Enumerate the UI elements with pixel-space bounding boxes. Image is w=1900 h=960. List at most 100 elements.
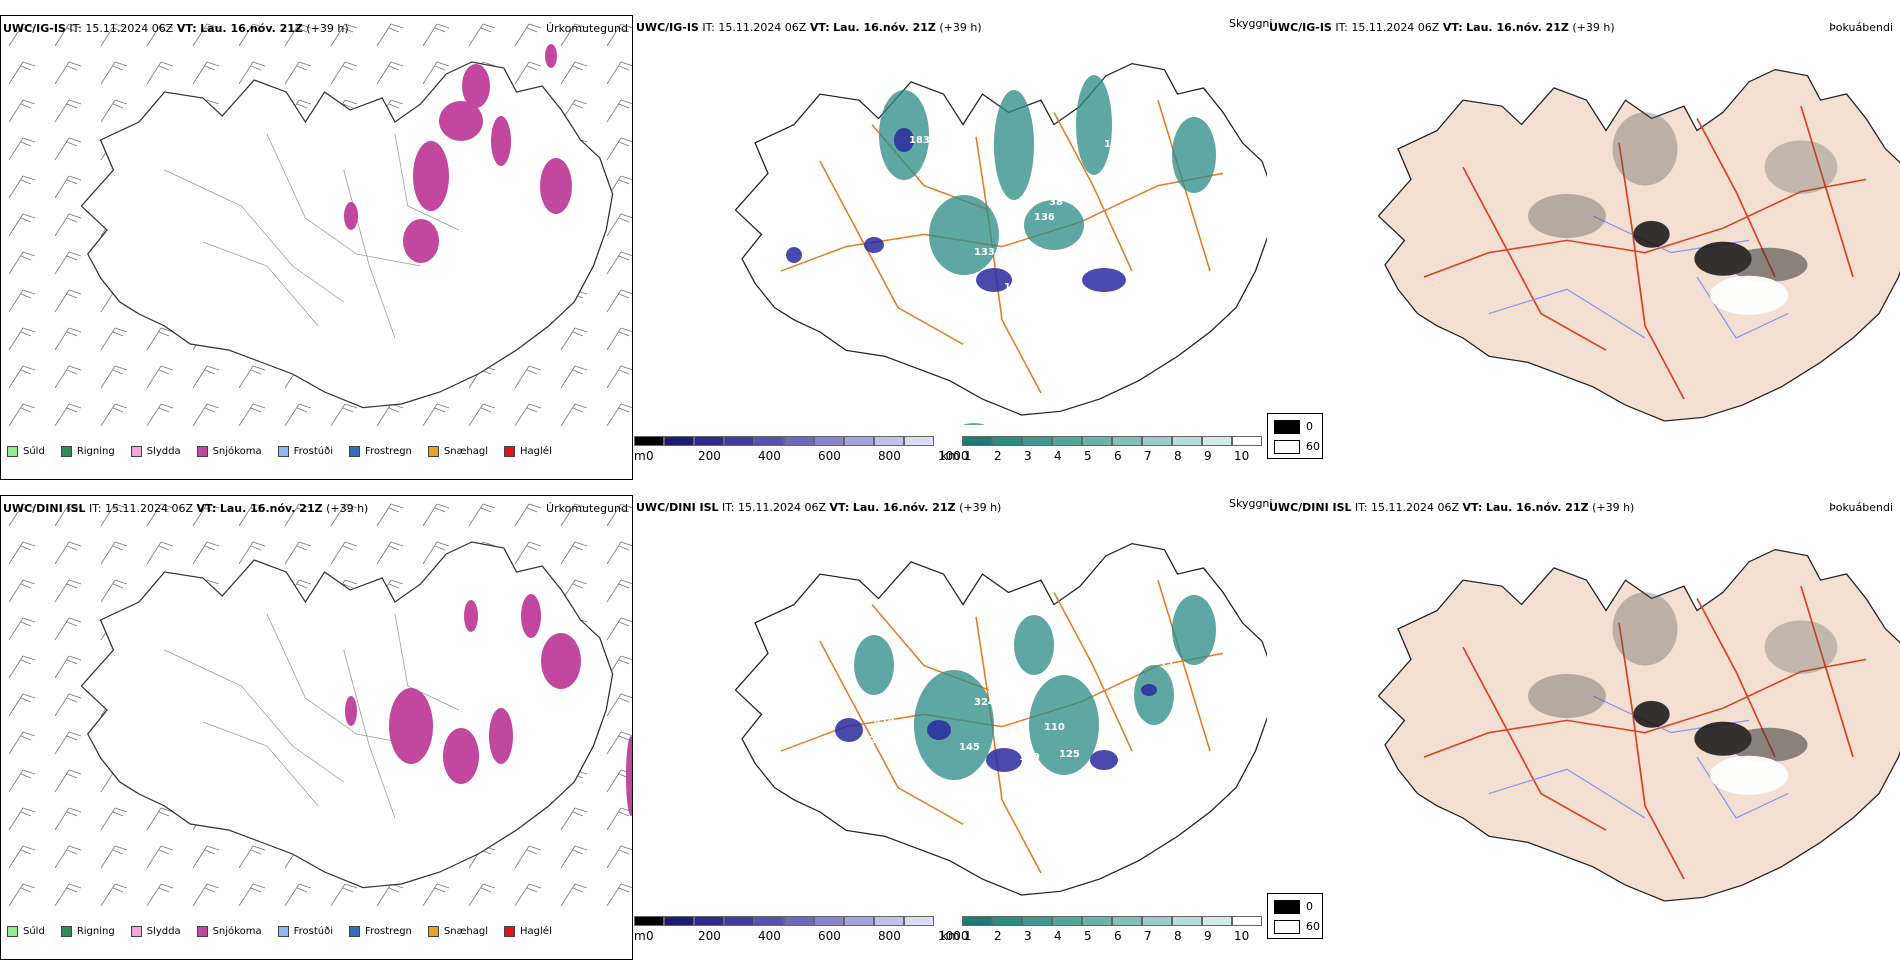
legend-label: Frostúði bbox=[293, 926, 333, 937]
legend-label: Súld bbox=[23, 926, 45, 937]
legend-label: Snæhagl bbox=[443, 926, 489, 937]
low-cloud-base-area bbox=[1082, 268, 1126, 292]
cloud-base-label: 192 bbox=[924, 167, 945, 178]
colorbar-tick: 800 bbox=[878, 929, 901, 943]
low-visibility-area bbox=[1172, 595, 1216, 665]
low-cloud-base-area bbox=[976, 268, 1012, 292]
cloud-base-label: 125 bbox=[1059, 749, 1080, 760]
colorbar-tick: 8 bbox=[1174, 449, 1182, 463]
colorbar-tick: 600 bbox=[818, 929, 841, 943]
fog-panel: UWC/IG-IS IT: 15.11.2024 06Z VT: Lau. 16… bbox=[1267, 15, 1900, 480]
colorbar-tick: 3 bbox=[1024, 929, 1032, 943]
colorbar-segment bbox=[664, 436, 694, 446]
colorbar-segment bbox=[992, 436, 1022, 446]
colorbar-segment bbox=[724, 436, 754, 446]
precip-legend-item: Haglél bbox=[504, 446, 552, 457]
legend-label: Súld bbox=[23, 446, 45, 457]
fog-legend-label-60: 60 bbox=[1306, 920, 1320, 933]
colorbar-segment bbox=[1172, 436, 1202, 446]
cloud-base-unit: m bbox=[634, 929, 646, 943]
cloud-base-label: 38 bbox=[1049, 197, 1063, 208]
precip-legend-item: Snæhagl bbox=[427, 926, 489, 937]
legend-label: Haglél bbox=[520, 446, 552, 457]
low-cloud-base-area bbox=[864, 237, 884, 253]
fog-header: UWC/DINI ISL IT: 15.11.2024 06Z VT: Lau.… bbox=[1269, 501, 1635, 514]
colorbar-segment bbox=[904, 916, 934, 926]
low-cloud-base-area bbox=[1141, 684, 1157, 696]
low-visibility-area bbox=[1024, 200, 1084, 250]
snow-area bbox=[626, 736, 632, 816]
cloud-base-unit: m bbox=[634, 449, 646, 463]
colorbar-segment bbox=[962, 916, 992, 926]
colorbar-tick: 7 bbox=[1144, 929, 1152, 943]
low-visibility-area bbox=[1014, 615, 1054, 675]
legend-swatch bbox=[60, 926, 72, 937]
colorbar-segment bbox=[694, 916, 724, 926]
low-visibility-area bbox=[929, 195, 999, 275]
legend-label: Snjókoma bbox=[212, 446, 262, 457]
snow-area bbox=[345, 696, 357, 726]
visibility-map: 183 192 104 38 136 133 128 102 166 170 bbox=[734, 62, 1267, 425]
cloud-base-label: 104 bbox=[1104, 139, 1125, 150]
legend-swatch bbox=[60, 446, 72, 457]
snow-area bbox=[403, 219, 439, 263]
legend-label: Snjókoma bbox=[212, 926, 262, 937]
snow-area bbox=[540, 158, 572, 214]
legend-swatch bbox=[277, 446, 289, 457]
colorbar-tick: 0 bbox=[646, 449, 654, 463]
colorbar-tick: 10 bbox=[1234, 449, 1250, 463]
colorbar-tick: 800 bbox=[878, 449, 901, 463]
fog-legend-black-swatch bbox=[1274, 900, 1300, 914]
precip-legend-item: Snjókoma bbox=[196, 926, 262, 937]
cloud-base-label: 183 bbox=[909, 135, 930, 146]
colorbar-tick: 4 bbox=[1054, 929, 1062, 943]
legend-label: Rigning bbox=[76, 926, 115, 937]
colorbar-segment bbox=[962, 436, 992, 446]
low-visibility-area bbox=[962, 423, 986, 425]
visibility-colorbar bbox=[962, 436, 1264, 448]
colorbar-segment bbox=[844, 436, 874, 446]
colorbar-tick: 2 bbox=[994, 929, 1002, 943]
low-visibility-area bbox=[1134, 665, 1174, 725]
snow-area bbox=[545, 44, 557, 68]
cloud-base-label: 128 bbox=[1004, 282, 1025, 293]
visibility-header: UWC/IG-IS IT: 15.11.2024 06Z VT: Lau. 16… bbox=[636, 21, 982, 34]
colorbar-segment bbox=[904, 436, 934, 446]
visibility-unit: km bbox=[941, 929, 960, 943]
snow-area bbox=[462, 64, 490, 108]
precip-legend-item: Slydda bbox=[130, 926, 181, 937]
fog-legend-label-0: 0 bbox=[1306, 900, 1313, 913]
low-visibility-area bbox=[854, 635, 894, 695]
colorbar-segment bbox=[814, 436, 844, 446]
colorbar-segment bbox=[634, 436, 664, 446]
colorbar-tick: 2 bbox=[994, 449, 1002, 463]
colorbar-segment bbox=[1082, 916, 1112, 926]
visibility-unit: km bbox=[941, 449, 960, 463]
low-cloud-base-area bbox=[786, 247, 802, 263]
snow-area bbox=[464, 600, 478, 632]
colorbar-tick: 4 bbox=[1054, 449, 1062, 463]
legend-swatch bbox=[427, 926, 439, 937]
colorbar-segment bbox=[694, 436, 724, 446]
visibility-colorbar bbox=[962, 916, 1264, 928]
colorbar-segment bbox=[634, 916, 664, 926]
precip-legend-item: Snæhagl bbox=[427, 446, 488, 457]
colorbar-segment bbox=[1082, 436, 1112, 446]
legend-label: Slydda bbox=[146, 926, 181, 937]
cloud-base-label: 133 bbox=[974, 247, 995, 258]
colorbar-segment bbox=[1172, 916, 1202, 926]
colorbar-segment bbox=[1112, 916, 1142, 926]
legend-swatch bbox=[130, 926, 142, 937]
cloud-base-label: 136 bbox=[1034, 212, 1055, 223]
visibility-title: Skyggni bbox=[1229, 17, 1273, 30]
colorbar-tick: 1000 bbox=[938, 929, 969, 943]
precip-legend-item: Súld bbox=[7, 446, 45, 457]
cloud-base-colorbar bbox=[634, 436, 936, 448]
precip-legend-item: Frostúði bbox=[277, 926, 333, 937]
snow-area bbox=[489, 708, 513, 764]
legend-swatch bbox=[277, 926, 289, 937]
legend-swatch bbox=[349, 446, 360, 457]
fog-legend-label-0: 0 bbox=[1306, 420, 1313, 433]
low-visibility-area bbox=[1076, 75, 1112, 175]
precip-legend-item: Haglél bbox=[504, 926, 552, 937]
